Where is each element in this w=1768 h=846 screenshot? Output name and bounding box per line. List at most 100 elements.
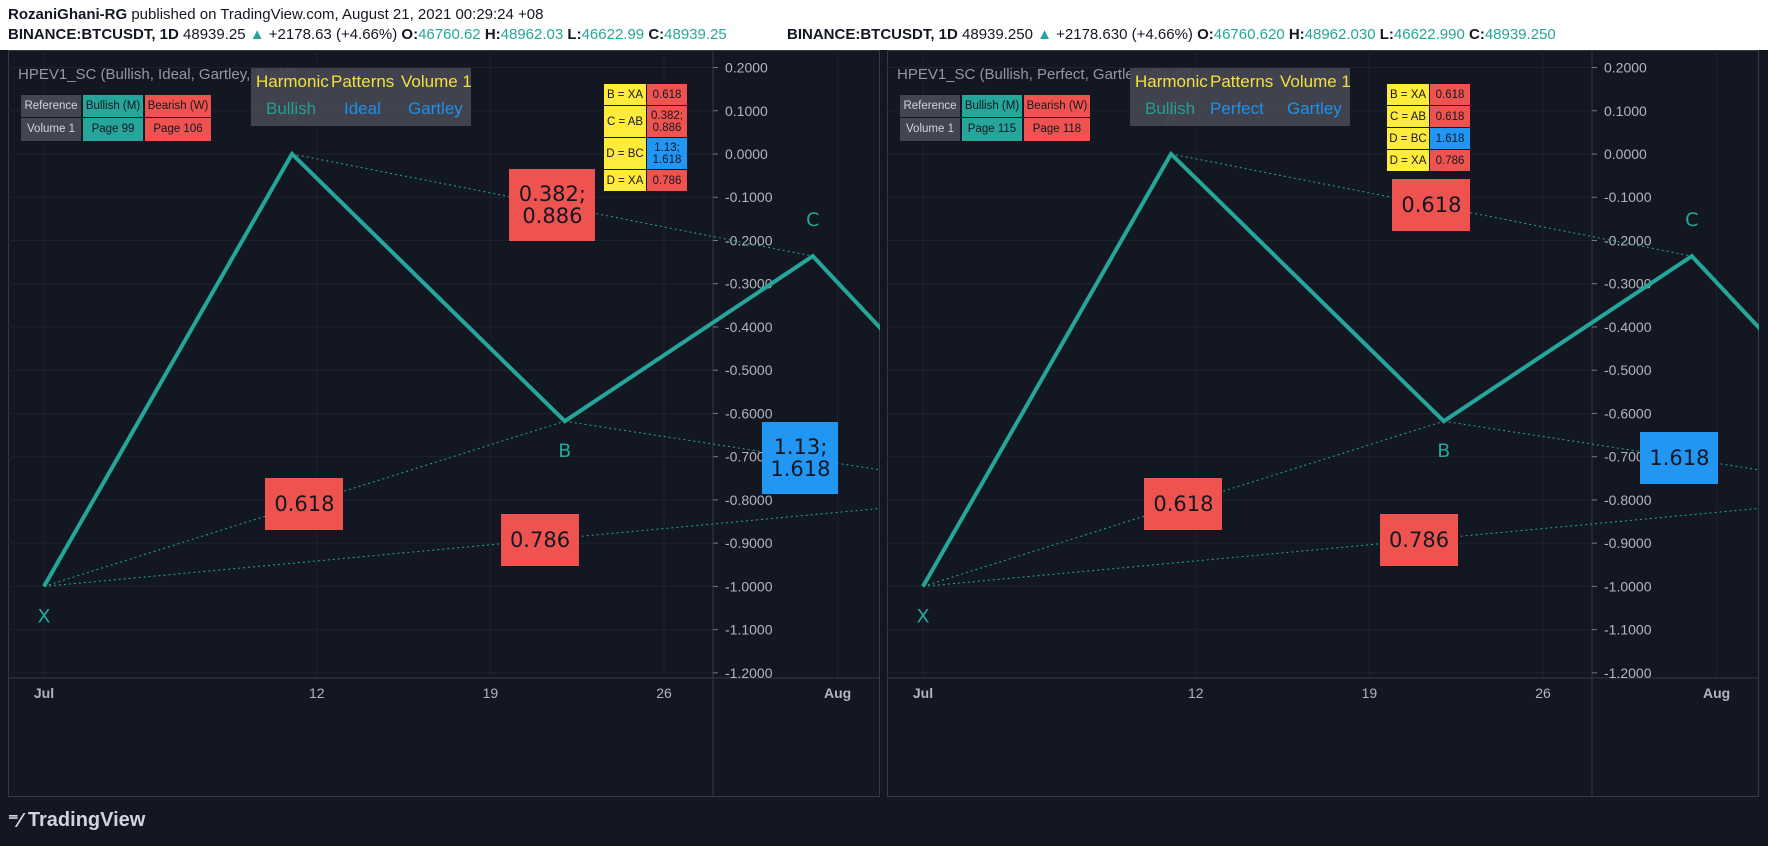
price-change: +2178.63 (+4.66%) [268,26,398,43]
ratio-label-cell: B = XA [603,83,647,106]
reference-cell[interactable]: Bearish (W) [1023,94,1091,119]
header-cell: Ideal [344,99,381,118]
y-tick-label: -0.4000 [1604,319,1652,335]
y-tick-label: -0.8000 [1604,492,1652,508]
ratio-value-part: 0.886 [652,121,682,134]
ratio-value-cell: 0.786 [1429,149,1471,172]
tradingview-logo-icon: ⁼⁄ [8,810,22,832]
point-label-x: X [916,605,929,627]
header-cell: Harmonic [1135,72,1208,91]
ratio-label-cell: D = BC [603,137,647,170]
ratio-value-part: 1.13; [654,141,680,154]
ratio-label-cell: C = AB [603,105,647,138]
price-change: +2178.630 (+4.66%) [1056,26,1193,43]
point-label-b: B [1437,440,1450,462]
harmonic-patterns-table: Harmonic Patterns Volume 1 Bullish Ideal Gart… [251,68,472,126]
tradingview-logo[interactable]: ⁼⁄ TradingView [8,808,145,833]
close-label: C: [1468,26,1485,43]
bd-ratio-box: 1.13; 1.618 [762,421,839,494]
y-tick-label: -0.7000 [1604,449,1652,465]
y-tick-label: -0.7000 [725,449,773,465]
x-tick-label: 19 [1362,685,1378,701]
gartley-pattern-line[interactable] [42,150,880,588]
brand-name: TradingView [27,809,146,831]
reference-cell[interactable]: Page 115 [961,117,1023,142]
indicator-title[interactable]: HPEV1_SC (Bullish, Ideal, Gartley, Small… [18,66,297,83]
y-tick-label: -1.0000 [1604,578,1652,594]
y-tick-label: -1.2000 [1604,665,1652,681]
high-value: 48962.03 [500,26,564,43]
reference-cell: Volume 1 [20,117,82,142]
ratio-value-cell: 0.786 [646,169,688,192]
x-tick-label: 12 [1188,685,1204,701]
reference-cell[interactable]: Page 118 [1023,117,1091,142]
header-cell: Perfect [1210,99,1264,118]
y-tick-label: -0.9000 [1604,535,1652,551]
ratio-value-cell: 0.382; 0.886 [646,105,688,138]
right-symbol-header: BINANCE:BTCUSDT, 1D 48939.250 ▲ +2178.63… [787,26,1556,43]
y-tick-label: -0.9000 [725,535,773,551]
low-value: 46622.990 [1393,26,1465,43]
point-label-x: X [37,605,50,627]
gartley-pattern-line[interactable] [921,150,1759,588]
published-text: published on TradingView.com, August 21,… [131,6,544,23]
y-tick-label: -0.3000 [725,276,773,292]
x-tick-label: 12 [309,685,325,701]
close-value: 48939.250 [1484,26,1556,43]
reference-cell[interactable]: Bearish (W) [144,94,212,119]
y-tick-label: 0.0000 [725,146,768,162]
reference-cell: Reference [899,94,961,119]
y-tick-label: -0.8000 [725,492,773,508]
header-cell: Gartley [408,99,463,118]
ratio-label-cell: D = XA [603,169,647,192]
x-tick-label: Jul [913,685,933,701]
chart-svg: 0.2000 0.1000 0.0000 -0.1000 -0.2000 -0.3000 -… [8,50,880,797]
harmonic-patterns-table: Harmonic Patterns Volume 1 Bullish Perfect Ga… [1130,68,1351,126]
y-tick-label: -0.1000 [725,189,773,205]
chart-panel-right[interactable]: 0.2000 0.1000 0.0000 -0.1000 -0.2000 -0.3000 -… [887,50,1760,797]
header-cell: Harmonic [256,72,329,91]
xb-ratio-box: 0.618 [1144,477,1223,530]
ratio-value-cell: 1.13; 1.618 [646,137,688,170]
x-tick-label: Aug [1703,685,1730,701]
y-tick-label: 0.2000 [1604,60,1647,76]
up-arrow-icon: ▲ [249,26,265,43]
high-label: H: [1288,26,1305,43]
y-tick-label: -0.1000 [1604,189,1652,205]
ratio-value-cell: 0.618 [1429,105,1471,128]
y-tick-label: -0.2000 [1604,232,1652,248]
ratio-value-cell: 1.618 [1429,127,1471,150]
y-tick-label: -1.1000 [725,622,773,638]
y-tick-label: -0.5000 [1604,362,1652,378]
reference-cell: Reference [20,94,82,119]
x-tick-label: 19 [483,685,499,701]
low-label: L: [1379,26,1394,43]
publication-header: RozaniGhani-RG published on TradingView.… [0,0,1768,50]
x-tick-label: Aug [824,685,851,701]
ac-ratio-box: 0.382; 0.886 [509,169,596,242]
point-label-b: B [558,440,571,462]
header-cell: Patterns [1210,72,1274,91]
reference-cell[interactable]: Bullish (M) [82,94,144,119]
header-cell: Patterns [331,72,395,91]
reference-cell: Volume 1 [899,117,961,142]
reference-cell[interactable]: Bullish (M) [961,94,1023,119]
y-tick-label: -1.0000 [725,578,773,594]
y-tick-label: -0.2000 [725,232,773,248]
publisher-name[interactable]: RozaniGhani-RG [8,6,128,23]
y-tick-label: -1.2000 [725,665,773,681]
reference-cell[interactable]: Page 99 [82,117,144,142]
y-tick-label: -0.6000 [1604,405,1652,421]
publisher-line: RozaniGhani-RG published on TradingView.… [8,6,543,23]
indicator-title[interactable]: HPEV1_SC (Bullish, Perfect, Gartley, Sma… [897,66,1191,83]
y-tick-label: -0.6000 [725,405,773,421]
y-tick-label: 0.1000 [725,103,768,119]
header-cell: Bullish [1145,99,1196,118]
y-tick-label: -0.4000 [725,319,773,335]
header-cell: Volume 1 [1280,72,1351,91]
point-label-c: C [1685,209,1698,231]
chart-panel-left[interactable]: 0.2000 0.1000 0.0000 -0.1000 -0.2000 -0.3000 -… [8,50,880,797]
ratio-label-cell: D = XA [1386,149,1430,172]
ratio-value-cell: 0.618 [1429,83,1471,106]
reference-cell[interactable]: Page 106 [144,117,212,142]
